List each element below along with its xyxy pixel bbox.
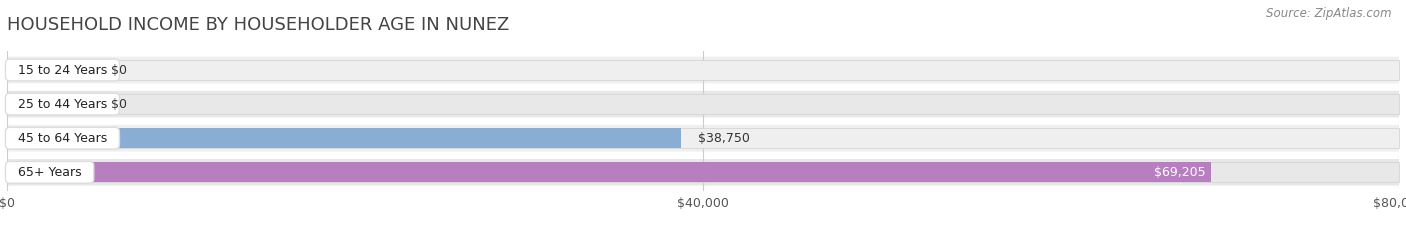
- Bar: [7, 60, 1399, 80]
- Text: 15 to 24 Years: 15 to 24 Years: [10, 64, 115, 76]
- Text: 25 to 44 Years: 25 to 44 Years: [10, 98, 115, 111]
- FancyBboxPatch shape: [7, 159, 1399, 186]
- Bar: [7, 128, 1399, 148]
- Bar: [7, 128, 682, 148]
- Text: $0: $0: [111, 98, 127, 111]
- Text: 45 to 64 Years: 45 to 64 Years: [10, 132, 115, 145]
- Text: Source: ZipAtlas.com: Source: ZipAtlas.com: [1267, 7, 1392, 20]
- Text: $69,205: $69,205: [1154, 166, 1205, 179]
- Text: HOUSEHOLD INCOME BY HOUSEHOLDER AGE IN NUNEZ: HOUSEHOLD INCOME BY HOUSEHOLDER AGE IN N…: [7, 17, 509, 34]
- Text: $0: $0: [111, 64, 127, 76]
- Bar: [7, 162, 1211, 182]
- Text: 65+ Years: 65+ Years: [10, 166, 90, 179]
- FancyBboxPatch shape: [7, 57, 1399, 83]
- FancyBboxPatch shape: [7, 91, 1399, 117]
- FancyBboxPatch shape: [7, 125, 1399, 151]
- Text: $38,750: $38,750: [697, 132, 749, 145]
- Bar: [7, 94, 94, 114]
- Bar: [7, 60, 94, 80]
- Bar: [7, 94, 1399, 114]
- Bar: [7, 162, 1399, 182]
